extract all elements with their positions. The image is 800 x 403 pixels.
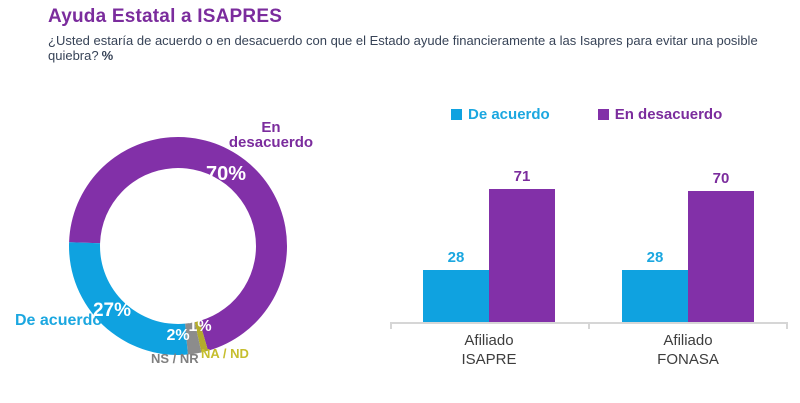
donut-label-ns-nr: NS / NR xyxy=(151,351,199,366)
donut-label-de-acuerdo: De acuerdo xyxy=(15,312,103,329)
donut-pct-de-acuerdo: 27% xyxy=(92,300,132,321)
page-title: Ayuda Estatal a ISAPRES xyxy=(48,6,283,27)
legend-item-de-acuerdo: De acuerdo xyxy=(451,106,550,123)
donut-label-line: desacuerdo xyxy=(228,134,314,151)
donut-label-na-nd: NA / ND xyxy=(201,346,249,361)
bar-en-desacuerdo-afiliado-isapre xyxy=(489,189,555,322)
category-label-afiliado-isapre: Afiliado ISAPRE xyxy=(422,331,556,369)
legend-swatch-de-acuerdo xyxy=(451,109,462,120)
value-label-de-acuerdo-fonasa: 28 xyxy=(646,249,664,266)
donut-pct-na-nd: 1% xyxy=(188,318,212,335)
value-label-en-desacuerdo-fonasa: 70 xyxy=(712,170,730,187)
value-label-de-acuerdo-isapre: 28 xyxy=(447,249,465,266)
category-line: ISAPRE xyxy=(461,351,517,368)
category-line: Afiliado xyxy=(464,332,514,349)
donut-pct-en-desacuerdo: 70% xyxy=(205,163,247,185)
value-label-en-desacuerdo-isapre: 71 xyxy=(513,168,531,185)
bar-en-desacuerdo-afiliado-fonasa xyxy=(688,191,754,322)
category-label-afiliado-fonasa: Afiliado FONASA xyxy=(621,331,755,369)
category-line: FONASA xyxy=(657,351,719,368)
subtitle-percent-suffix: % xyxy=(101,48,114,63)
subtitle-text: ¿Usted estaría de acuerdo o en desacuerd… xyxy=(48,33,758,63)
donut-label-line: En xyxy=(261,119,281,136)
legend-label-en-desacuerdo: En desacuerdo xyxy=(614,106,723,123)
donut-chart-segments xyxy=(69,137,288,355)
category-line: Afiliado xyxy=(663,332,713,349)
donut-label-en-desacuerdo: En desacuerdo xyxy=(206,120,336,150)
donut-segment-na-nd xyxy=(194,320,209,353)
x-axis-tick xyxy=(390,322,392,329)
chart-subtitle: ¿Usted estaría de acuerdo o en desacuerd… xyxy=(48,33,766,63)
legend-item-en-desacuerdo: En desacuerdo xyxy=(597,106,723,123)
x-axis-tick xyxy=(786,322,788,329)
legend-label-de-acuerdo: De acuerdo xyxy=(468,106,550,123)
donut-pct-ns-nr: 2% xyxy=(166,327,190,344)
bar-de-acuerdo-afiliado-isapre xyxy=(423,270,489,322)
donut-segment-ns-nr xyxy=(185,322,202,355)
x-axis-tick xyxy=(588,322,590,329)
bar-de-acuerdo-afiliado-fonasa xyxy=(622,270,688,322)
legend-swatch-en-desacuerdo xyxy=(597,109,609,120)
donut-segment-de-acuerdo xyxy=(69,242,188,355)
bar-chart-legend: De acuerdo En desacuerdo xyxy=(451,106,722,123)
